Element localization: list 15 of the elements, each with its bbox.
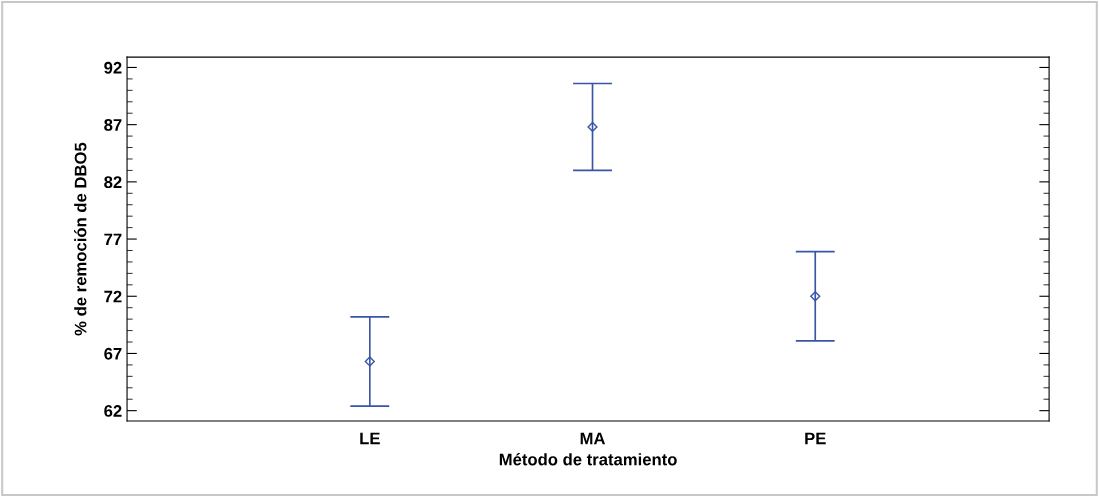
y-tick-label: 92 bbox=[104, 61, 122, 74]
x-tick-label: LE bbox=[360, 432, 380, 445]
x-tick-label: PE bbox=[805, 432, 826, 445]
point bbox=[587, 121, 598, 133]
x-tick-label: MA bbox=[580, 432, 606, 445]
y-tick-label: 87 bbox=[104, 119, 122, 131]
point bbox=[364, 356, 375, 367]
x-axis-title: Método de tratamiento bbox=[499, 453, 677, 466]
y-tick-label: 62 bbox=[104, 405, 122, 417]
y-tick-label: 67 bbox=[104, 347, 122, 360]
y-axis-title: % de remoción de DBO5 bbox=[74, 142, 87, 336]
y-tick-label: 82 bbox=[104, 176, 122, 189]
y-tick-label: 77 bbox=[104, 233, 122, 246]
point bbox=[810, 291, 821, 302]
y-tick-label: 72 bbox=[104, 290, 122, 303]
